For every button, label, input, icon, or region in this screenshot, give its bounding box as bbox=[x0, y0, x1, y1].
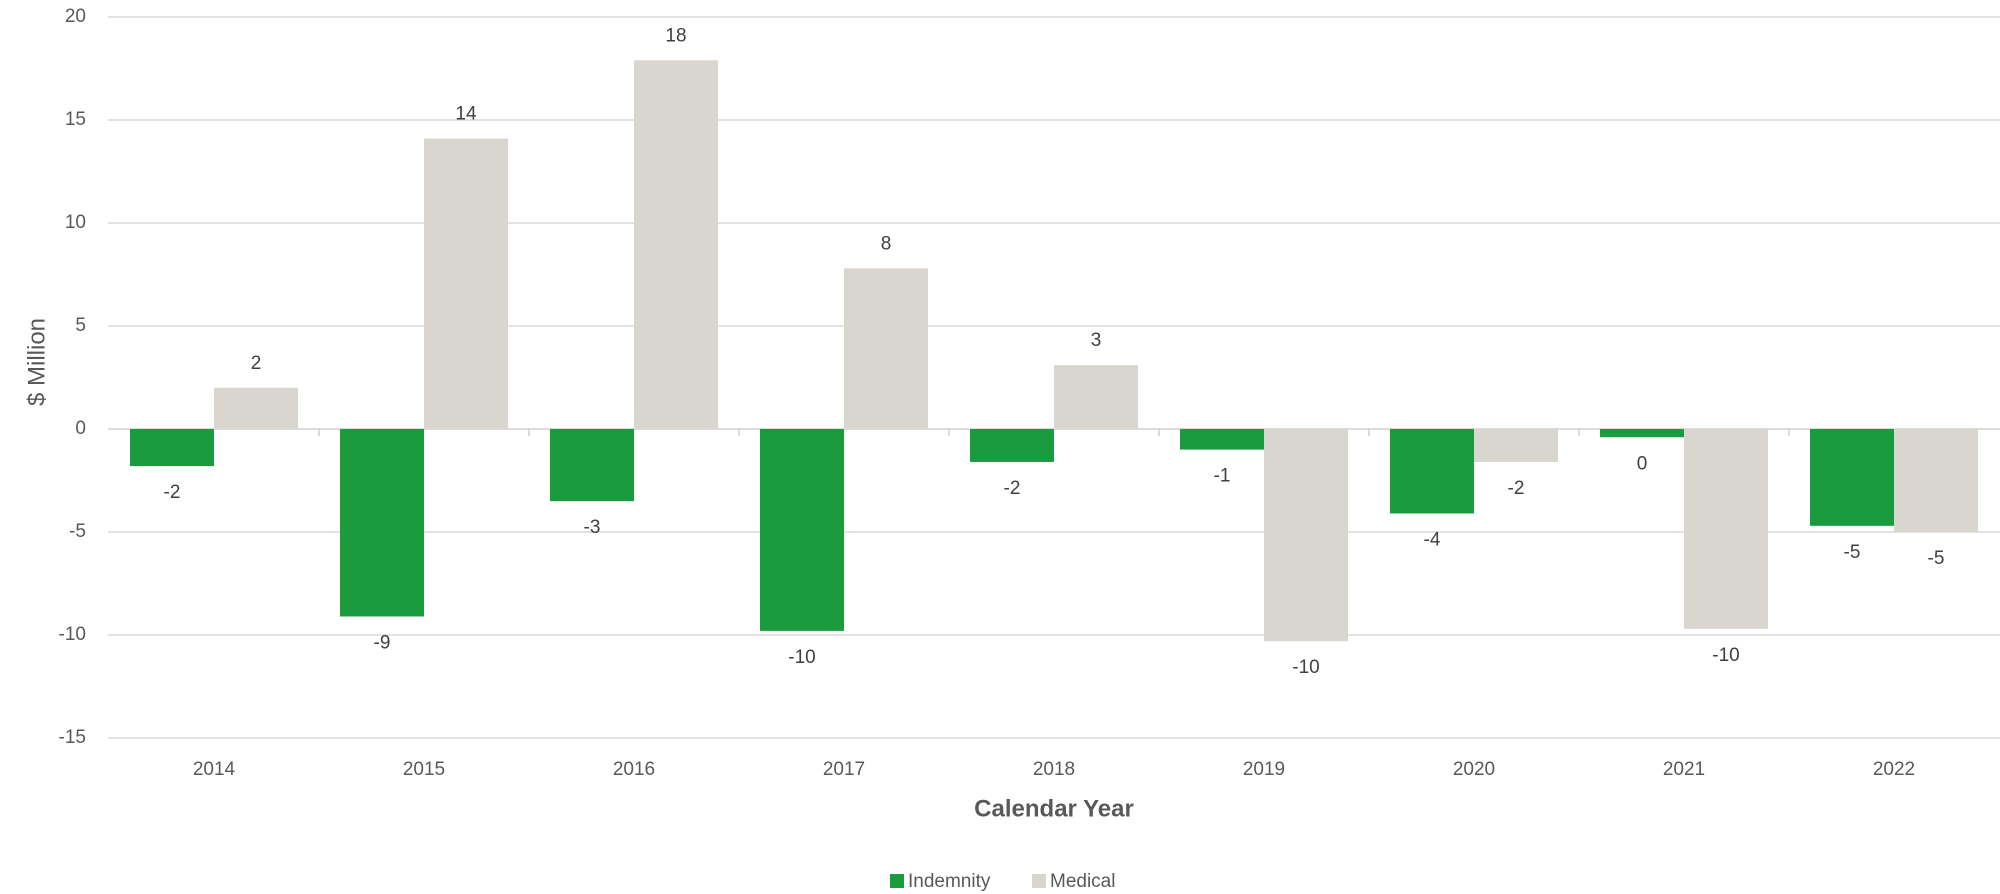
data-label-medical: 2 bbox=[251, 353, 262, 374]
x-tick-label: 2021 bbox=[1663, 759, 1705, 780]
bar-indemnity bbox=[130, 429, 214, 467]
data-label-indemnity: -2 bbox=[1004, 478, 1021, 499]
y-tick-label: -10 bbox=[59, 624, 86, 645]
x-tick-label: 2022 bbox=[1873, 759, 1915, 780]
data-label-indemnity: -9 bbox=[374, 632, 391, 653]
legend: Indemnity Medical bbox=[890, 871, 1115, 892]
x-axis-ticks: 2014 2015 2016 2017 2018 2019 2020 2021 2022 bbox=[193, 429, 1915, 780]
data-label-medical: 8 bbox=[881, 233, 892, 254]
data-label-medical: -2 bbox=[1508, 478, 1525, 499]
data-label-indemnity: -1 bbox=[1214, 466, 1231, 487]
bar-indemnity bbox=[760, 429, 844, 631]
data-label-indemnity: -2 bbox=[164, 482, 181, 503]
bar-indemnity bbox=[1600, 429, 1684, 438]
bar-medical bbox=[844, 268, 928, 429]
bar-medical bbox=[214, 387, 298, 429]
data-label-indemnity: -10 bbox=[788, 647, 815, 668]
data-label-indemnity: -5 bbox=[1844, 542, 1861, 563]
data-label-indemnity: 0 bbox=[1637, 453, 1648, 474]
bar-medical bbox=[1684, 429, 1768, 629]
data-label-medical: 18 bbox=[665, 25, 686, 46]
bar-medical bbox=[634, 60, 718, 429]
y-tick-label: -15 bbox=[59, 727, 86, 748]
data-label-medical: -5 bbox=[1928, 548, 1945, 569]
x-tick-label: 2015 bbox=[403, 759, 445, 780]
bar-indemnity bbox=[550, 429, 634, 502]
bar-indemnity bbox=[970, 429, 1054, 462]
x-tick-label: 2014 bbox=[193, 759, 236, 780]
data-label-indemnity: -4 bbox=[1424, 529, 1441, 550]
y-tick-label: 10 bbox=[65, 212, 86, 233]
data-labels: -2 2 -9 14 -3 18 -10 8 -2 3 -1 -10 -4 -2 0 -10 -5 -5 bbox=[164, 25, 1945, 678]
bars bbox=[130, 60, 1978, 642]
data-label-medical: -10 bbox=[1292, 657, 1319, 678]
x-tick-label: 2017 bbox=[823, 759, 865, 780]
data-label-medical: 3 bbox=[1091, 330, 1102, 351]
x-tick-label: 2018 bbox=[1033, 759, 1075, 780]
y-axis-ticks: 20 15 10 5 0 -5 -10 -15 bbox=[59, 6, 86, 748]
bar-medical bbox=[1474, 429, 1558, 462]
bar-medical bbox=[1054, 365, 1138, 429]
x-tick-label: 2020 bbox=[1453, 759, 1495, 780]
bar-indemnity bbox=[340, 429, 424, 617]
bar-indemnity bbox=[1180, 429, 1264, 450]
bar-medical bbox=[1264, 429, 1348, 642]
y-tick-label: 20 bbox=[65, 6, 86, 27]
y-tick-label: 15 bbox=[65, 109, 86, 130]
legend-swatch-indemnity bbox=[890, 874, 904, 888]
x-tick-label: 2016 bbox=[613, 759, 655, 780]
legend-label-medical: Medical bbox=[1050, 871, 1115, 892]
data-label-medical: -10 bbox=[1712, 645, 1739, 666]
legend-label-indemnity: Indemnity bbox=[908, 871, 991, 892]
y-tick-label: -5 bbox=[69, 521, 86, 542]
bar-medical bbox=[1894, 429, 1978, 532]
legend-swatch-medical bbox=[1032, 874, 1046, 888]
y-tick-label: 5 bbox=[75, 315, 86, 336]
bar-indemnity bbox=[1390, 429, 1474, 514]
data-label-medical: 14 bbox=[455, 104, 477, 125]
bar-medical bbox=[424, 138, 508, 430]
bar-indemnity bbox=[1810, 429, 1894, 526]
y-axis-title: $ Million bbox=[23, 318, 50, 406]
x-axis-title: Calendar Year bbox=[974, 795, 1134, 822]
x-tick-label: 2019 bbox=[1243, 759, 1285, 780]
y-tick-label: 0 bbox=[75, 418, 86, 439]
data-label-indemnity: -3 bbox=[584, 517, 601, 538]
